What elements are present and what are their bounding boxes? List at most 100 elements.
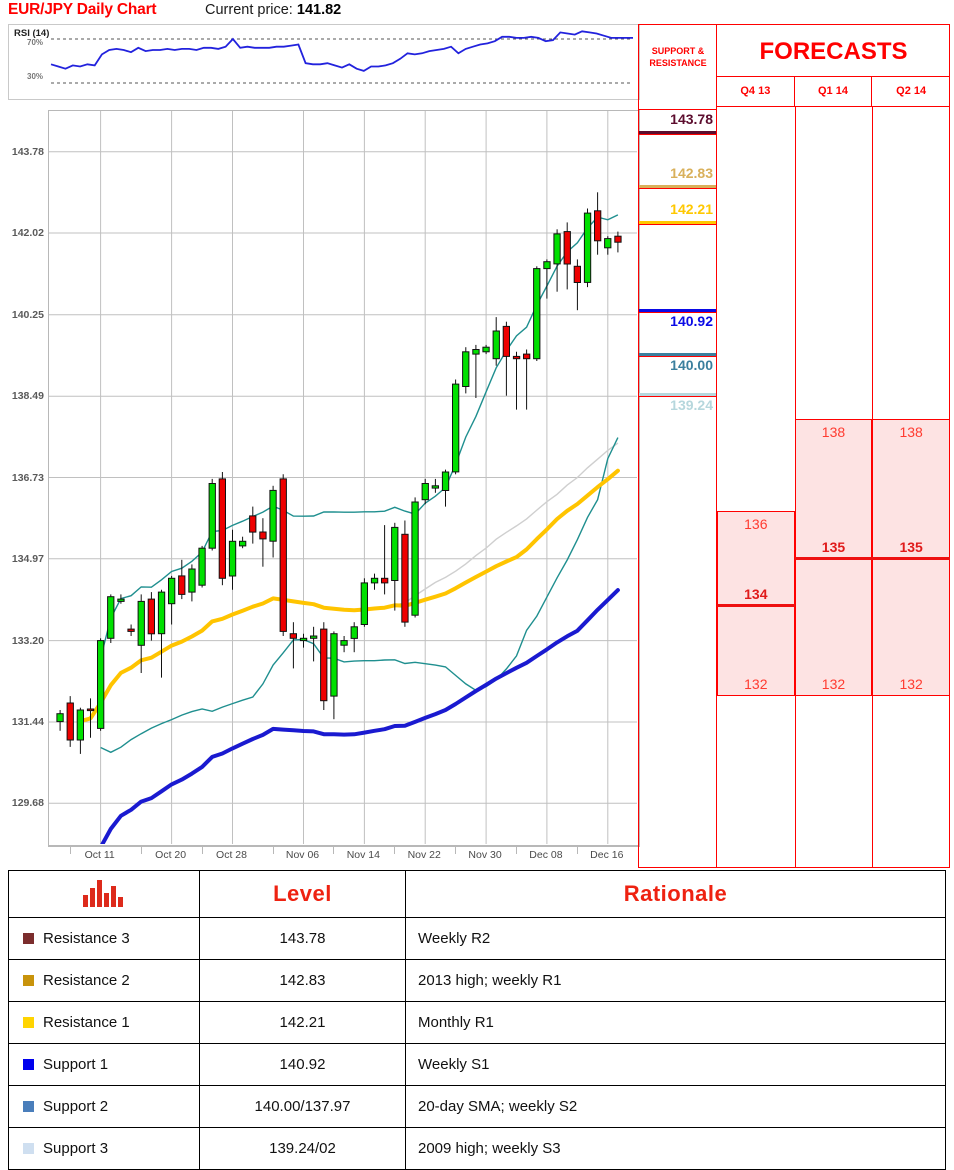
rsi-label: RSI (14) <box>14 28 50 39</box>
date-tick-label: Dec 08 <box>529 849 563 861</box>
sr-row-divider <box>639 224 716 225</box>
forecast-quarter-header: Q1 14 <box>795 77 873 106</box>
level-value-cell: 139.24/02 <box>199 1127 406 1170</box>
price-tick-label: 134.97 <box>11 552 44 565</box>
date-tick-mark <box>394 846 396 854</box>
bar-chart-icon-cell <box>8 870 200 918</box>
level-name: Resistance 2 <box>43 972 130 989</box>
support-resistance-column: SUPPORT & RESISTANCE 143.78 142.83 142.21 1… <box>639 25 717 867</box>
sr-zone-top-border <box>639 109 716 110</box>
price-chart <box>48 110 640 847</box>
rsi-plot <box>50 30 633 84</box>
table-row: Support 1 140.92 Weekly S1 <box>8 1043 946 1086</box>
price-tick-label: 143.78 <box>11 145 44 158</box>
sr-row-divider <box>639 312 716 313</box>
price-axis-labels: 143.78 142.02 140.25 138.49 136.73 134.97 133.… <box>0 110 46 845</box>
date-tick-mark <box>69 846 71 854</box>
sr-level-list: 143.78 142.83 142.21 140.92 140.00 139.24 <box>639 109 716 867</box>
price-tick-label: 133.20 <box>11 634 44 647</box>
forecast-quarter-headers: Q4 13 Q1 14 Q2 14 <box>717 77 950 107</box>
price-tick-label: 129.68 <box>11 797 44 810</box>
forecast-target-line <box>872 557 950 561</box>
level-name: Support 1 <box>43 1056 109 1073</box>
rsi-lower-band-label: 30% <box>27 72 44 81</box>
level-name-cell: Resistance 3 <box>8 917 200 960</box>
rationale-cell: Weekly S1 <box>405 1043 946 1086</box>
level-name-cell: Resistance 1 <box>8 1001 200 1044</box>
forecast-target-line <box>794 557 873 561</box>
sr-row-divider <box>639 134 716 135</box>
bar-chart-icon <box>83 879 123 907</box>
rsi-upper-band-label: 70% <box>27 38 44 47</box>
date-tick-label: Oct 28 <box>216 849 247 861</box>
level-value-cell: 143.78 <box>199 917 406 960</box>
sr-level-value: 140.92 <box>670 313 713 329</box>
forecasts-title: FORECASTS <box>717 27 950 77</box>
forecast-high-value: 138 <box>899 423 923 440</box>
rationale-cell: 2013 high; weekly R1 <box>405 959 946 1002</box>
price-tick-label: 131.44 <box>11 715 44 728</box>
sr-level-line <box>639 221 716 224</box>
date-tick-mark <box>272 846 274 854</box>
date-tick-mark <box>515 846 517 854</box>
level-color-swatch <box>23 975 34 986</box>
level-value-cell: 140.00/137.97 <box>199 1085 406 1128</box>
current-price-value: 141.82 <box>296 2 342 18</box>
level-column-header: Level <box>199 870 406 918</box>
level-value-cell: 142.83 <box>199 959 406 1002</box>
support-resistance-forecast-panel: SUPPORT & RESISTANCE 143.78 142.83 142.21 1… <box>638 24 950 868</box>
x-axis-line <box>48 845 638 846</box>
level-name-cell: Support 3 <box>8 1127 200 1170</box>
rationale-cell: 20-day SMA; weekly S2 <box>405 1085 946 1128</box>
level-name: Resistance 1 <box>43 1014 130 1031</box>
date-tick-mark <box>576 846 578 854</box>
sr-level-value: 142.21 <box>670 201 713 217</box>
forecast-target-line <box>717 603 795 607</box>
sr-row-divider <box>639 396 716 397</box>
forecast-target-value: 134 <box>744 585 768 602</box>
level-color-swatch <box>23 933 34 944</box>
date-tick-label: Nov 30 <box>468 849 502 861</box>
rationale-cell: Weekly R2 <box>405 917 946 960</box>
level-value-cell: 142.21 <box>199 1001 406 1044</box>
forecast-low-value: 132 <box>821 676 846 693</box>
sr-level-value: 143.78 <box>670 111 713 127</box>
level-name-cell: Support 2 <box>8 1085 200 1128</box>
forecast-low-value: 132 <box>744 676 768 693</box>
rsi-panel: RSI (14) 70% 30% <box>8 24 640 100</box>
forecast-range-box <box>794 418 873 697</box>
sr-row-divider <box>639 356 716 357</box>
level-color-swatch <box>23 1017 34 1028</box>
sr-level-value: 140.00 <box>670 357 713 373</box>
date-tick-label: Nov 22 <box>407 849 441 861</box>
sr-heading-line1: SUPPORT & <box>651 46 705 56</box>
date-tick-label: Nov 14 <box>346 849 380 861</box>
date-tick-label: Nov 06 <box>285 849 320 861</box>
price-tick-label: 136.73 <box>11 471 44 484</box>
level-name: Support 2 <box>43 1098 109 1115</box>
rationale-cell: 2009 high; weekly S3 <box>405 1127 946 1170</box>
sr-heading: SUPPORT & RESISTANCE <box>639 45 717 69</box>
price-tick-label: 140.25 <box>11 308 44 321</box>
forecast-quarter-header: Q4 13 <box>717 77 795 106</box>
forecast-range-box <box>717 511 795 697</box>
table-body: Resistance 3 143.78 Weekly R2 Resistance 2 1… <box>8 917 946 1170</box>
table-row: Resistance 3 143.78 Weekly R2 <box>8 917 946 960</box>
header: EUR/JPY Daily Chart Current price: 141.8… <box>0 0 954 22</box>
level-name: Resistance 3 <box>43 930 130 947</box>
date-tick-mark <box>201 846 203 854</box>
page-title: EUR/JPY Daily Chart <box>8 1 157 18</box>
table-header-row: Level Rationale <box>8 870 946 918</box>
sr-level-line <box>639 131 716 134</box>
forecast-quarter-header: Q2 14 <box>896 85 927 97</box>
sr-level-value: 139.24 <box>670 397 713 413</box>
date-tick-mark <box>140 846 142 854</box>
date-tick-label: Oct 11 <box>84 849 115 861</box>
sr-heading-line2: RESISTANCE <box>649 58 707 68</box>
table-row: Resistance 1 142.21 Monthly R1 <box>8 1001 946 1044</box>
date-tick-label: Dec 16 <box>590 849 624 861</box>
rationale-cell: Monthly R1 <box>405 1001 946 1044</box>
forecast-boxes: 136 132 134 138 132 135 138 132 135 <box>717 107 950 867</box>
sr-level-line <box>639 393 716 396</box>
